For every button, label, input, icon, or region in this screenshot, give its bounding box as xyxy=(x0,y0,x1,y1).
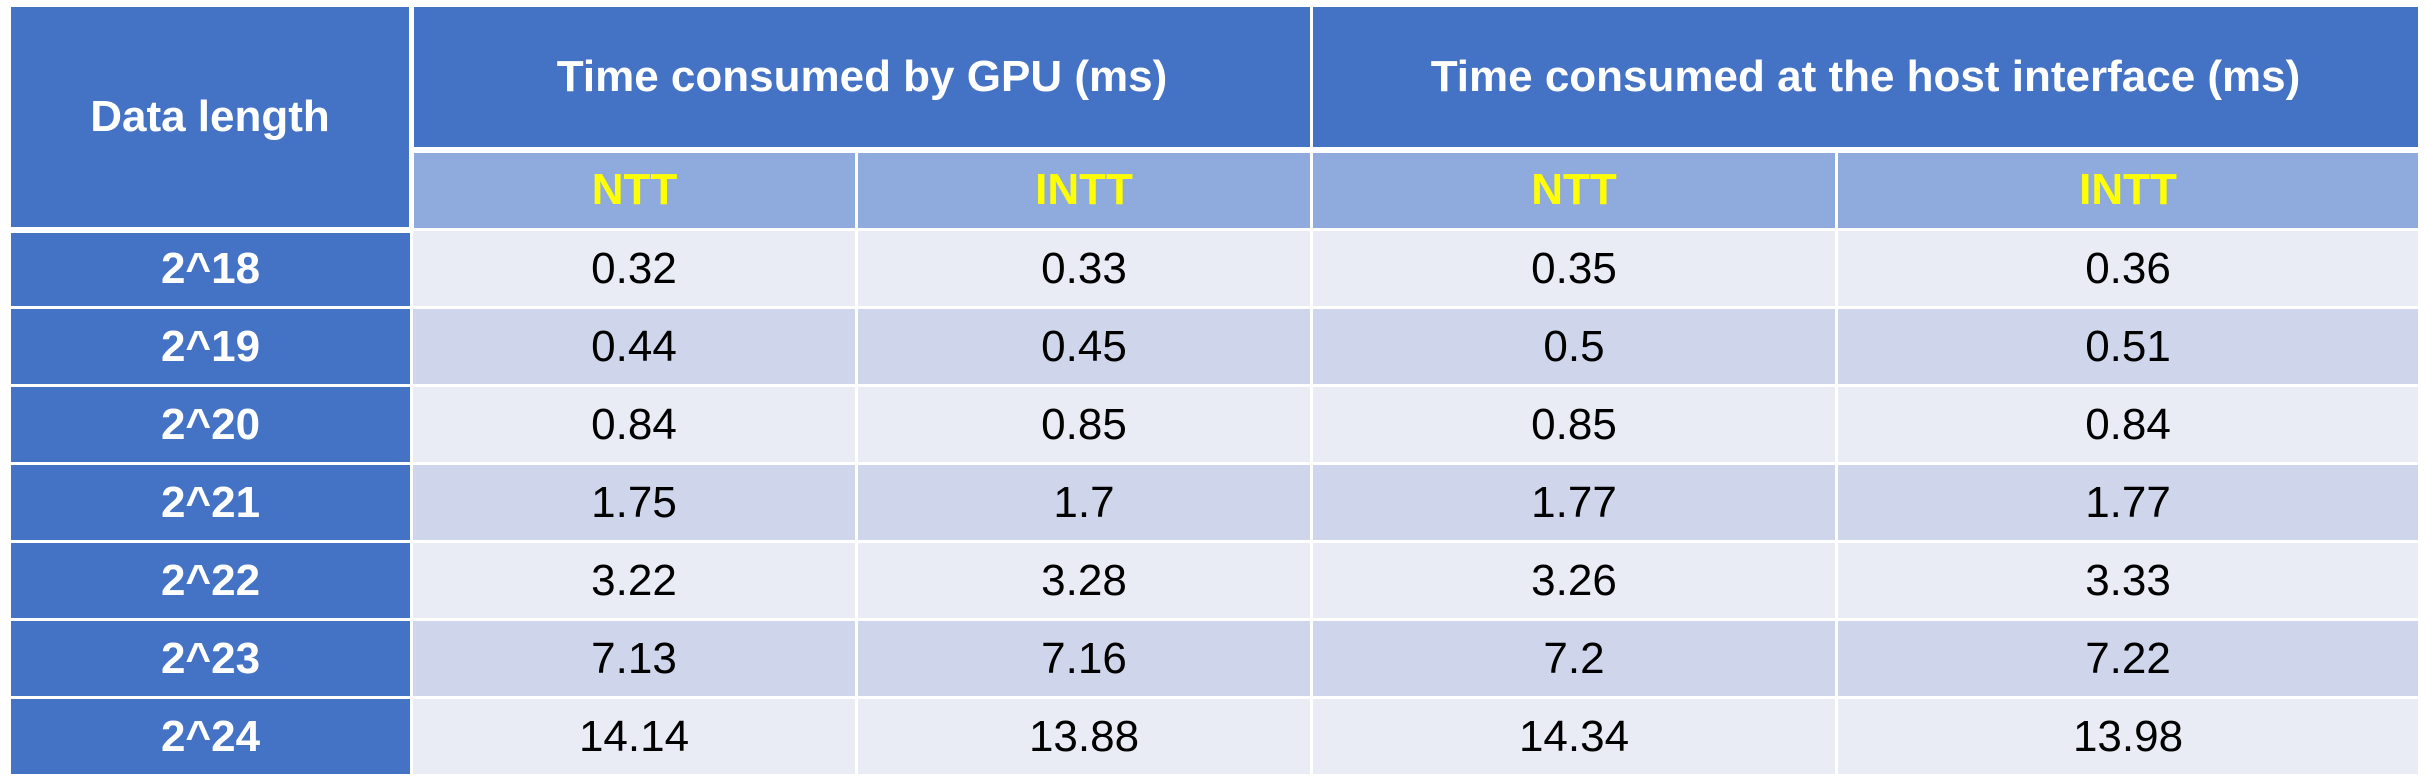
cell-host-intt: 3.33 xyxy=(1834,540,2422,621)
header-row-groups: Data length Time consumed by GPU (ms) Ti… xyxy=(8,4,2422,233)
table-row: 2^20 0.84 0.85 0.85 0.84 xyxy=(8,384,2422,465)
timing-table-container: Data length Time consumed by GPU (ms) Ti… xyxy=(8,4,2422,777)
header-gpu-time: Time consumed by GPU (ms) xyxy=(410,4,1313,151)
cell-host-ntt: 0.85 xyxy=(1310,384,1838,465)
timing-table: Data length Time consumed by GPU (ms) Ti… xyxy=(8,4,2422,777)
cell-gpu-intt: 1.7 xyxy=(855,462,1313,543)
table-row: 2^19 0.44 0.45 0.5 0.51 xyxy=(8,306,2422,387)
header-host-time: Time consumed at the host interface (ms) xyxy=(1309,4,2422,151)
cell-host-intt: 1.77 xyxy=(1834,462,2422,543)
table-row: 2^23 7.13 7.16 7.2 7.22 xyxy=(8,618,2422,699)
cell-gpu-intt: 13.88 xyxy=(855,696,1313,777)
cell-gpu-ntt: 0.32 xyxy=(410,228,858,309)
subheader-host-intt: INTT xyxy=(1834,146,2422,231)
cell-host-intt: 7.22 xyxy=(1834,618,2422,699)
cell-gpu-intt: 0.45 xyxy=(855,306,1313,387)
cell-host-intt: 13.98 xyxy=(1834,696,2422,777)
header-data-length: Data length xyxy=(8,4,414,233)
cell-gpu-intt: 3.28 xyxy=(855,540,1313,621)
table-row: 2^24 14.14 13.88 14.34 13.98 xyxy=(8,696,2422,777)
cell-host-ntt: 3.26 xyxy=(1310,540,1838,621)
cell-gpu-ntt: 1.75 xyxy=(410,462,858,543)
table-row: 2^18 0.32 0.33 0.35 0.36 xyxy=(8,228,2422,309)
subheader-gpu-intt: INTT xyxy=(855,146,1313,231)
cell-data-length: 2^19 xyxy=(8,306,413,387)
cell-gpu-intt: 7.16 xyxy=(855,618,1313,699)
cell-host-ntt: 0.35 xyxy=(1310,228,1838,309)
cell-gpu-ntt: 0.84 xyxy=(410,384,858,465)
cell-host-intt: 0.84 xyxy=(1834,384,2422,465)
cell-data-length: 2^20 xyxy=(8,384,413,465)
cell-host-intt: 0.36 xyxy=(1834,228,2422,309)
subheader-host-ntt: NTT xyxy=(1310,146,1838,231)
cell-gpu-intt: 0.33 xyxy=(855,228,1313,309)
cell-data-length: 2^24 xyxy=(8,696,413,777)
cell-host-ntt: 7.2 xyxy=(1310,618,1838,699)
cell-host-intt: 0.51 xyxy=(1834,306,2422,387)
table-row: 2^21 1.75 1.7 1.77 1.77 xyxy=(8,462,2422,543)
cell-gpu-intt: 0.85 xyxy=(855,384,1313,465)
cell-data-length: 2^18 xyxy=(8,228,413,309)
cell-data-length: 2^23 xyxy=(8,618,413,699)
cell-host-ntt: 1.77 xyxy=(1310,462,1838,543)
header-row-subcolumns: NTT INTT NTT INTT xyxy=(10,146,2422,231)
cell-gpu-ntt: 3.22 xyxy=(410,540,858,621)
cell-gpu-ntt: 7.13 xyxy=(410,618,858,699)
cell-gpu-ntt: 0.44 xyxy=(410,306,858,387)
subheader-gpu-ntt: NTT xyxy=(410,146,858,231)
cell-host-ntt: 0.5 xyxy=(1310,306,1838,387)
cell-data-length: 2^22 xyxy=(8,540,413,621)
cell-gpu-ntt: 14.14 xyxy=(410,696,858,777)
cell-data-length: 2^21 xyxy=(8,462,413,543)
cell-host-ntt: 14.34 xyxy=(1310,696,1838,777)
table-row: 2^22 3.22 3.28 3.26 3.33 xyxy=(8,540,2422,621)
